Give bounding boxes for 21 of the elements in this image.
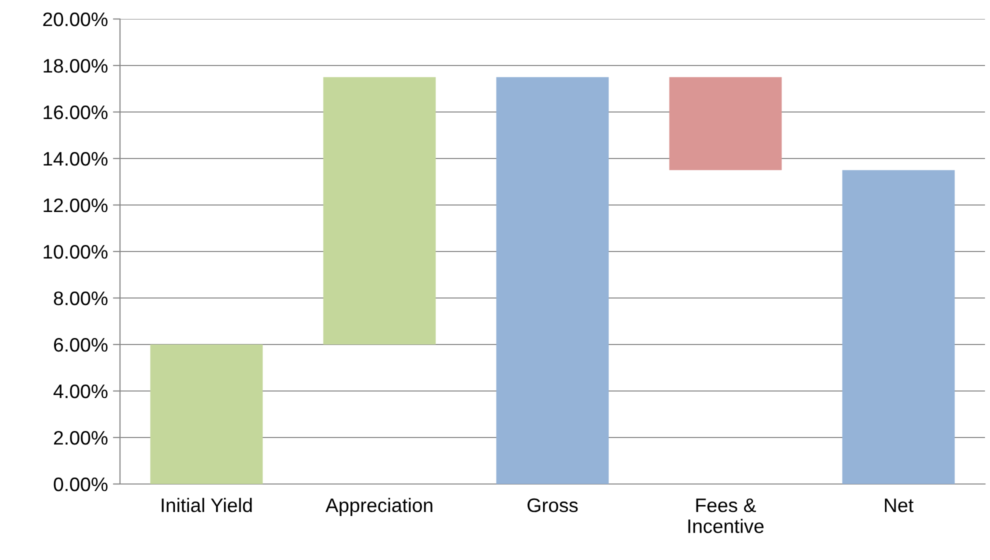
x-tick-label: Appreciation: [325, 498, 432, 516]
y-tick-label: 10.00%: [44, 244, 108, 259]
y-tick-label: 12.00%: [44, 198, 108, 212]
y-tick-label: 8.00%: [54, 291, 108, 306]
x-tick-label: Gross: [528, 498, 578, 512]
y-tick-label: 2.00%: [54, 430, 108, 445]
y-tick-label: 16.00%: [44, 105, 108, 120]
y-tick-label: 4.00%: [54, 384, 108, 398]
y-tick-label: 20.00%: [43, 12, 108, 26]
y-tick-label: 0.00%: [54, 477, 108, 492]
y-tick-label: 14.00%: [44, 152, 108, 166]
y-tick-label: 18.00%: [44, 58, 108, 73]
bar: [323, 77, 436, 344]
y-tick-label: 6.00%: [54, 338, 108, 352]
bar: [150, 344, 263, 484]
x-tick-label: Fees & Incentive: [688, 498, 764, 534]
x-tick-label: Initial Yield: [162, 498, 252, 512]
bar: [669, 77, 782, 170]
x-tick-label: Net: [884, 498, 914, 512]
bar: [496, 77, 609, 484]
bar: [842, 170, 955, 484]
